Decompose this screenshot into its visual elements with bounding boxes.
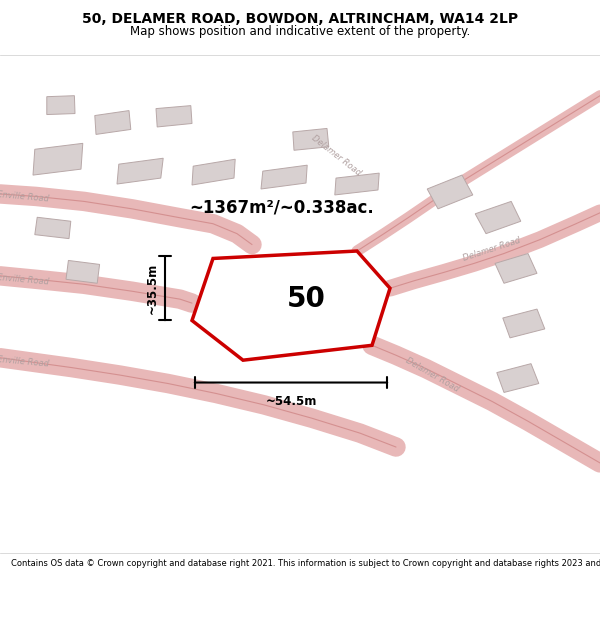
Text: Map shows position and indicative extent of the property.: Map shows position and indicative extent… <box>130 26 470 39</box>
Polygon shape <box>475 201 521 234</box>
Text: Delamer Road: Delamer Road <box>462 236 522 263</box>
Polygon shape <box>427 175 473 209</box>
Text: Enville Road: Enville Road <box>0 190 49 203</box>
Polygon shape <box>269 269 302 290</box>
Polygon shape <box>495 254 537 283</box>
Polygon shape <box>66 261 100 283</box>
Text: Delamer Road: Delamer Road <box>404 356 460 394</box>
Polygon shape <box>33 143 83 175</box>
Text: ~1367m²/~0.338ac.: ~1367m²/~0.338ac. <box>190 198 374 216</box>
Text: 50, DELAMER ROAD, BOWDON, ALTRINCHAM, WA14 2LP: 50, DELAMER ROAD, BOWDON, ALTRINCHAM, WA… <box>82 12 518 26</box>
Polygon shape <box>95 111 131 134</box>
Polygon shape <box>35 217 71 239</box>
Polygon shape <box>257 296 301 319</box>
Polygon shape <box>293 129 329 150</box>
Text: Contains OS data © Crown copyright and database right 2021. This information is : Contains OS data © Crown copyright and d… <box>11 559 600 568</box>
Polygon shape <box>261 165 307 189</box>
Polygon shape <box>192 159 235 185</box>
Text: Enville Road: Enville Road <box>0 272 49 286</box>
Polygon shape <box>503 309 545 338</box>
Text: Delamer Road: Delamer Road <box>310 133 362 178</box>
Text: Enville Road: Enville Road <box>0 355 49 368</box>
Polygon shape <box>335 173 379 195</box>
Text: 50: 50 <box>287 285 326 313</box>
Polygon shape <box>47 96 75 114</box>
Polygon shape <box>497 364 539 392</box>
Polygon shape <box>192 251 390 360</box>
Text: ~54.5m: ~54.5m <box>265 395 317 408</box>
Text: ~35.5m: ~35.5m <box>145 262 158 314</box>
Polygon shape <box>117 158 163 184</box>
Polygon shape <box>156 106 192 127</box>
